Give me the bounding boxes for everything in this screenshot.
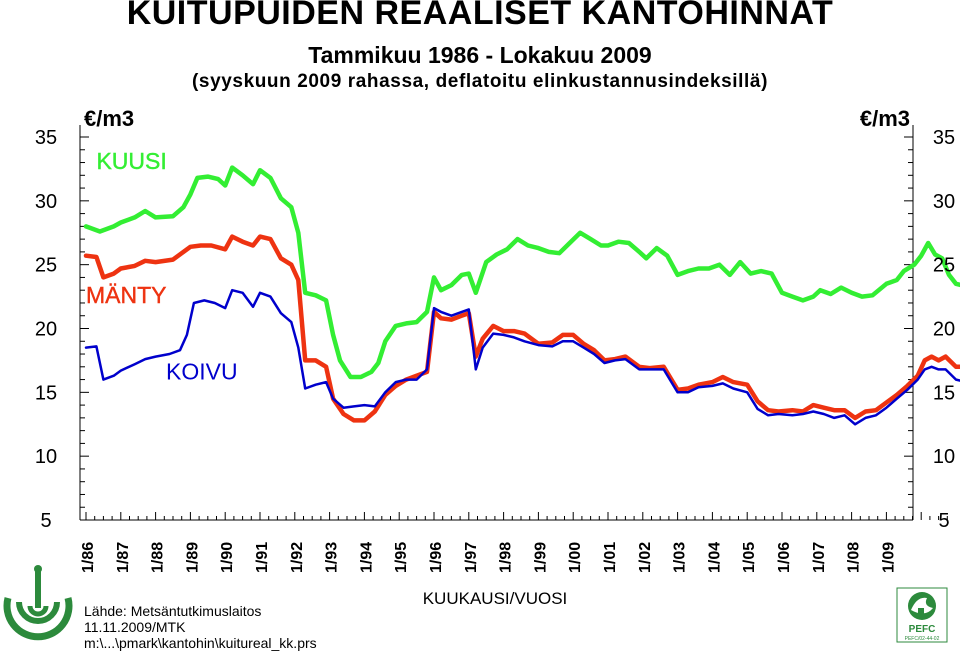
y-tick-label-right: 25 bbox=[933, 255, 955, 277]
source-line-1: Lähde: Metsäntutkimuslaitos bbox=[84, 603, 262, 619]
x-tick-label: 1/94 bbox=[358, 542, 375, 573]
source-line-2: 11.11.2009/MTK bbox=[84, 619, 186, 635]
x-tick-label: 1/91 bbox=[254, 542, 271, 573]
x-tick-label: 1/00 bbox=[567, 542, 584, 573]
y-tick-label-left: 15 bbox=[35, 382, 57, 404]
chart-title: KUITUPUIDEN REAALISET KANTOHINNAT bbox=[126, 0, 834, 32]
x-tick-label: 1/92 bbox=[289, 542, 306, 573]
source-note: Lähde: Metsäntutkimuslaitos 11.11.2009/M… bbox=[84, 603, 317, 651]
x-tick-label: 1/95 bbox=[393, 542, 410, 573]
y-tick-label-right: 20 bbox=[933, 319, 955, 341]
x-tick-label: 1/86 bbox=[80, 542, 97, 573]
series-line-koivu bbox=[84, 288, 960, 426]
x-tick-label: 1/09 bbox=[880, 542, 897, 573]
x-tick-label: 1/07 bbox=[811, 542, 828, 573]
x-tick-label: 1/96 bbox=[428, 542, 445, 573]
y-tick-label-right: 10 bbox=[933, 446, 955, 468]
x-tick-label: 1/93 bbox=[324, 542, 341, 573]
x-tick-label: 1/99 bbox=[532, 542, 549, 573]
x-tick-label: 1/88 bbox=[150, 542, 167, 573]
y-axis-unit-left: €/m3 bbox=[84, 106, 134, 131]
y-tick-label-left: 35 bbox=[35, 127, 57, 149]
x-tick-label: 1/03 bbox=[672, 542, 689, 573]
series-annotation-manty: MÄNTY bbox=[86, 282, 167, 308]
pefc-logo-text: PEFC bbox=[909, 624, 936, 635]
x-tick-label: 1/89 bbox=[184, 542, 201, 573]
x-tick-label: 1/87 bbox=[115, 542, 132, 573]
y-tick-label-left: 30 bbox=[35, 191, 57, 213]
y-tick-label-right: 5 bbox=[938, 510, 949, 532]
pefc-logo-icon: PEFC PEFC/02-44-02 bbox=[896, 587, 948, 643]
chart-subtitle: Tammikuu 1986 - Lokakuu 2009 bbox=[308, 42, 652, 68]
x-tick-label: 1/05 bbox=[741, 542, 758, 573]
y-tick-label-right: 30 bbox=[933, 191, 955, 213]
x-tick-label: 1/02 bbox=[637, 542, 654, 573]
y-axis-unit-right: €/m3 bbox=[860, 106, 910, 131]
y-tick-label-left: 10 bbox=[35, 446, 57, 468]
chart-subtitle-note: (syyskuun 2009 rahassa, deflatoitu elink… bbox=[191, 71, 769, 92]
series-annotation-kuusi: KUUSI bbox=[96, 148, 166, 174]
x-tick-label: 1/98 bbox=[498, 542, 515, 573]
x-tick-label: 1/01 bbox=[602, 542, 619, 573]
y-tick-label-left: 5 bbox=[40, 510, 51, 532]
source-line-3: m:\...\pmark\kantohin\kuitureal_kk.prs bbox=[84, 635, 317, 651]
series-line-manty bbox=[83, 234, 960, 423]
mtk-logo-icon bbox=[3, 565, 73, 641]
chart-axes bbox=[79, 125, 948, 521]
series-line-kuusi bbox=[83, 165, 960, 380]
x-tick-label: 1/97 bbox=[463, 542, 480, 573]
x-tick-label: 1/04 bbox=[706, 542, 723, 573]
pefc-logo-code: PEFC/02-44-02 bbox=[905, 636, 940, 642]
y-tick-label-left: 20 bbox=[35, 319, 57, 341]
chart-series bbox=[83, 165, 960, 426]
x-tick-label: 1/08 bbox=[846, 542, 863, 573]
x-tick-label: 1/06 bbox=[776, 542, 793, 573]
series-annotation-koivu: KOIVU bbox=[166, 359, 238, 385]
chart-labels: 5 5 10 10 15 15 20 20 25 25 30 30 35 35 €/m3 €/m3 1/86 1/… bbox=[35, 106, 955, 608]
y-tick-label-right: 35 bbox=[933, 127, 955, 149]
y-tick-label-left: 25 bbox=[35, 255, 57, 277]
x-tick-label: 1/90 bbox=[219, 542, 236, 573]
y-tick-label-right: 15 bbox=[933, 382, 955, 404]
x-axis-title: KUUKAUSI/VUOSI bbox=[423, 589, 568, 608]
